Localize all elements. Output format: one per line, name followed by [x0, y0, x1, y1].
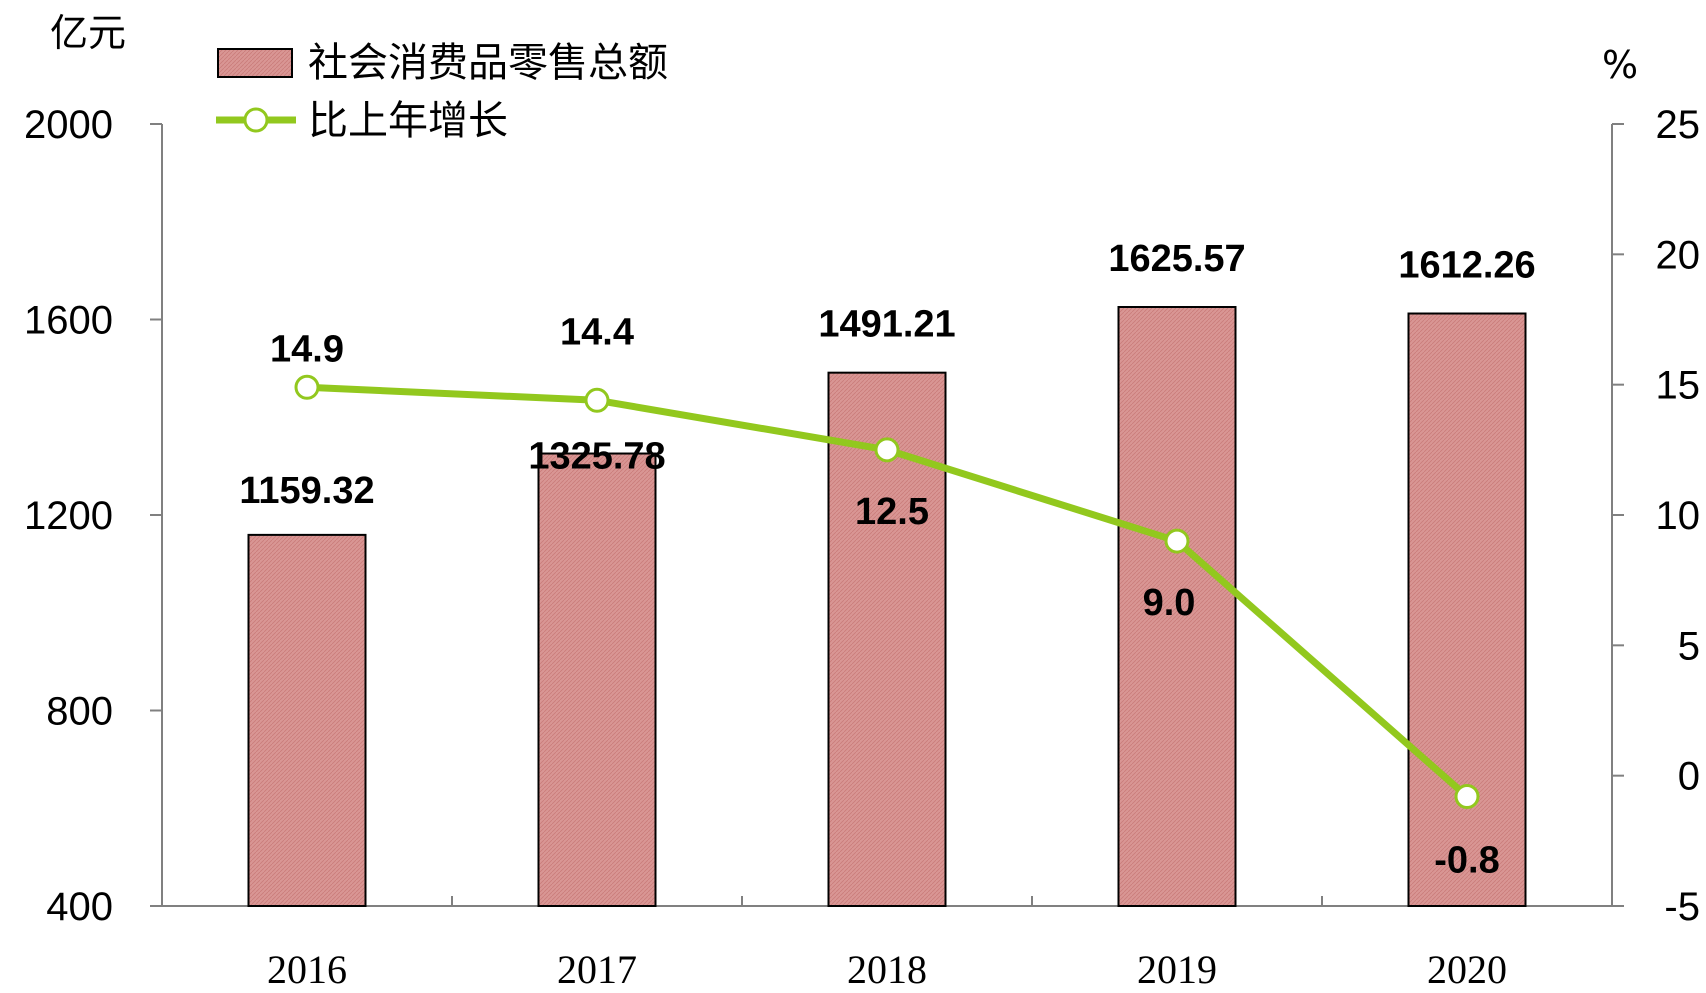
bar	[1407, 312, 1527, 907]
right-axis-unit: %	[1602, 43, 1638, 87]
right-axis-tick-label: -5	[1664, 885, 1700, 929]
legend-bar-label: 社会消费品零售总额	[308, 40, 668, 86]
bar	[537, 452, 657, 907]
left-axis-tick-label: 400	[46, 885, 113, 929]
right-axis-tick-label: 25	[1656, 103, 1701, 147]
bar-value-label: 1325.78	[528, 436, 665, 478]
left-axis-tick-label: 800	[46, 690, 113, 734]
growth-point	[294, 374, 320, 400]
growth-value-label: -0.8	[1434, 840, 1499, 882]
x-axis-tick-label: 2020	[1427, 947, 1507, 992]
legend-bar-swatch	[217, 48, 293, 78]
growth-value-label: 12.5	[855, 491, 929, 533]
growth-point	[1454, 784, 1480, 810]
growth-point	[1164, 528, 1190, 554]
x-axis-tick-label: 2016	[267, 947, 347, 992]
plot-area: 400 800 1200 1600 2000 -5 0 5 10 15 20 25 2016 2017 20…	[24, 103, 1700, 992]
bar	[247, 533, 367, 907]
bar-value-label: 1612.26	[1398, 245, 1535, 287]
bar-value-label: 1159.32	[239, 470, 374, 512]
right-axis-tick-label: 10	[1656, 494, 1701, 538]
growth-value-label: 14.4	[560, 311, 634, 353]
x-axis-tick-label: 2019	[1137, 947, 1217, 992]
legend: 社会消费品零售总额 比上年增长	[216, 40, 668, 144]
growth-value-label: 9.0	[1143, 582, 1196, 624]
legend-line-marker	[243, 107, 269, 133]
left-axis-tick-label: 1600	[24, 299, 113, 343]
x-axis-tick-label: 2017	[557, 947, 637, 992]
bar	[1117, 306, 1237, 907]
legend-line-label: 比上年增长	[308, 98, 508, 144]
bar-value-label: 1491.21	[818, 304, 955, 346]
right-axis-tick-label: 5	[1678, 624, 1700, 668]
growth-point	[584, 387, 610, 413]
left-axis-tick-label: 1200	[24, 494, 113, 538]
x-axis-tick-label: 2018	[847, 947, 927, 992]
growth-value-label: 14.9	[270, 328, 344, 370]
right-axis-tick-label: 0	[1678, 755, 1700, 799]
growth-point	[874, 437, 900, 463]
left-axis-tick-label: 2000	[24, 103, 113, 147]
right-axis-tick-label: 20	[1656, 233, 1701, 277]
bar-value-label: 1625.57	[1108, 238, 1245, 280]
left-axis-unit: 亿元	[50, 11, 126, 55]
right-axis-tick-label: 15	[1656, 364, 1701, 408]
